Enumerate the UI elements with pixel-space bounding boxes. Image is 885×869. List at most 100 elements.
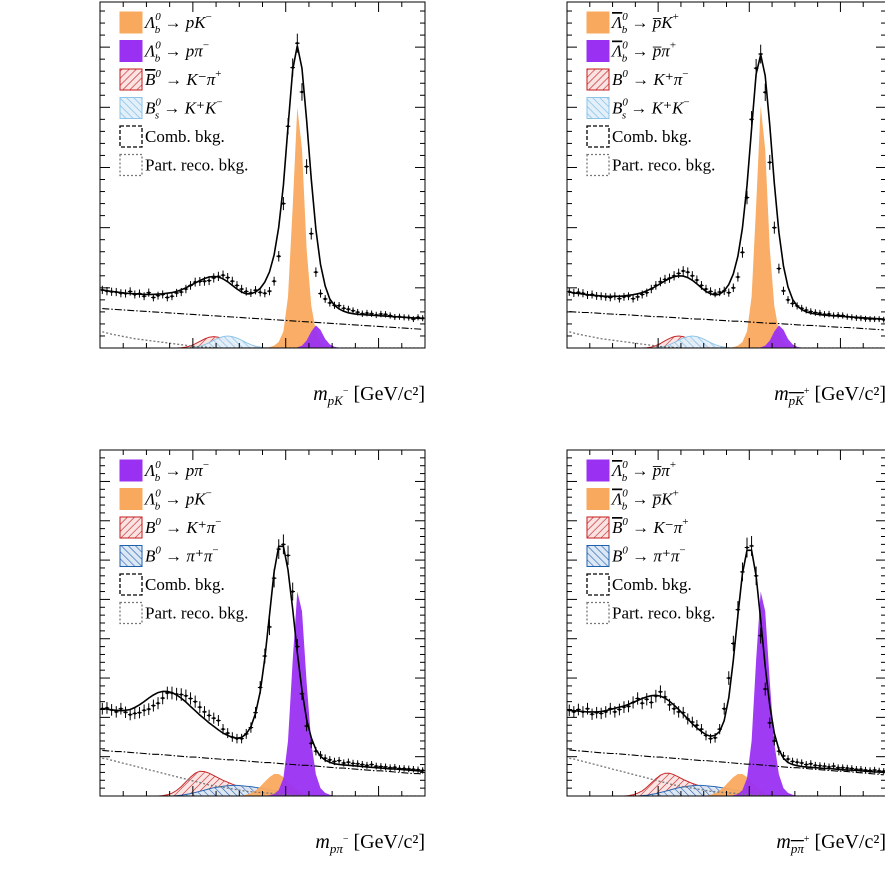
data-point-marker: [421, 316, 424, 320]
data-point-marker: [142, 708, 146, 712]
data-point-marker: [272, 576, 276, 580]
plot-area: [567, 536, 885, 796]
data-point-marker: [577, 708, 580, 711]
plot-area: [100, 534, 425, 796]
data-point-marker: [161, 696, 164, 700]
data-point-marker: [686, 270, 690, 274]
data-point-marker: [277, 254, 281, 258]
data-point: [141, 292, 147, 301]
data-point-marker: [147, 291, 151, 294]
data-point: [735, 601, 741, 619]
data-point: [617, 294, 622, 303]
legend-swatch-dot-grey: [586, 153, 610, 177]
data-point-marker: [189, 284, 192, 287]
data-point: [753, 566, 759, 586]
data-point-marker: [133, 712, 137, 715]
data-point-marker: [599, 294, 603, 298]
data-point: [644, 288, 650, 297]
data-point-marker: [713, 291, 717, 295]
data-point: [758, 44, 763, 64]
data-point-marker: [754, 574, 758, 578]
data-point: [721, 286, 727, 295]
data-point-marker: [608, 707, 612, 711]
data-point-marker: [212, 716, 216, 720]
data-point: [580, 289, 586, 298]
data-point-marker: [328, 758, 332, 762]
legend-label: Part. reco. bkg.: [612, 156, 715, 175]
data-point-marker: [189, 697, 192, 700]
data-point-marker: [282, 543, 285, 546]
data-point: [621, 292, 627, 301]
data-point: [617, 703, 622, 716]
legend-swatch-fill-purple: [586, 459, 610, 482]
data-point: [318, 289, 323, 298]
data-point: [225, 272, 230, 283]
data-point-marker: [677, 272, 680, 275]
legend-swatch-fill-orange: [586, 11, 610, 34]
data-point: [712, 289, 718, 298]
data-point: [127, 708, 133, 721]
legend-swatch-hatch-red: [586, 68, 610, 91]
legend-swatch-dash-black: [119, 125, 143, 148]
data-point: [308, 738, 314, 748]
data-point-marker: [645, 291, 649, 294]
data-point: [271, 568, 277, 588]
legend-swatch-fill-orange: [586, 488, 610, 510]
data-point: [676, 706, 681, 718]
data-point-marker: [114, 710, 118, 714]
data-point: [165, 686, 170, 700]
data-point-marker: [814, 764, 817, 767]
data-point-marker: [636, 697, 639, 700]
data-point: [383, 763, 388, 771]
data-point-marker: [581, 710, 585, 714]
data-point: [308, 227, 314, 240]
data-point: [104, 702, 110, 714]
legend-label: Part. reco. bkg.: [612, 604, 715, 623]
data-point: [772, 221, 777, 234]
data-point: [594, 706, 599, 719]
data-point: [726, 288, 732, 297]
data-point-marker: [175, 291, 178, 295]
data-point: [267, 286, 272, 296]
data-point-marker: [133, 293, 137, 296]
data-point: [360, 310, 365, 317]
data-point-marker: [814, 311, 817, 314]
data-point: [248, 288, 254, 298]
data-point-marker: [217, 719, 220, 722]
data-point: [667, 273, 672, 283]
data-point: [234, 733, 240, 744]
data-point-marker: [412, 767, 415, 771]
data-point-marker: [351, 309, 355, 312]
data-point: [206, 709, 212, 722]
legend-label: B0 s → K⁺K−: [612, 97, 690, 122]
data-point: [671, 271, 677, 281]
data-point-marker: [681, 711, 685, 714]
data-point: [626, 292, 631, 301]
data-point: [639, 290, 645, 299]
data-point: [685, 713, 691, 725]
data-point: [373, 762, 379, 770]
data-point-marker: [319, 753, 322, 757]
data-point-marker: [595, 294, 598, 298]
data-point: [183, 689, 189, 703]
data-point-marker: [198, 280, 202, 283]
data-point: [174, 288, 179, 298]
data-point: [858, 766, 864, 773]
data-point: [397, 313, 402, 320]
data-point: [290, 582, 295, 601]
data-point-marker: [877, 317, 881, 321]
data-point-marker: [800, 761, 803, 765]
data-point-marker: [868, 769, 872, 772]
data-point: [735, 272, 741, 282]
data-point: [644, 693, 650, 706]
data-point: [817, 762, 823, 770]
data-point-marker: [184, 694, 188, 698]
data-point: [822, 762, 827, 770]
legend-label: Λ0 b → p̅K+: [610, 488, 679, 513]
data-point-marker: [654, 694, 658, 698]
data-point: [740, 562, 745, 582]
legend-swatch-hatch-blue: [119, 545, 143, 567]
data-point: [295, 33, 300, 53]
data-point: [332, 301, 337, 309]
data-point: [612, 706, 618, 718]
